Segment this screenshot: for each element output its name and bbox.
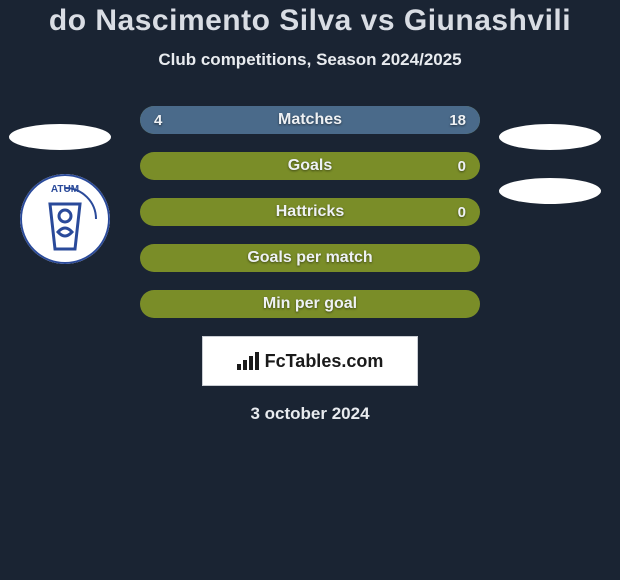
club2-oval: [499, 178, 601, 204]
stat-label: Matches: [140, 106, 480, 134]
brand-text: FcTables.com: [265, 351, 384, 372]
club1-logo-svg: ATUM: [20, 174, 110, 264]
stat-row: Hattricks0: [140, 198, 480, 226]
stat-row: Min per goal: [140, 290, 480, 318]
stat-row: Goals per match: [140, 244, 480, 272]
club1-logo: ATUM: [20, 174, 110, 264]
stat-value-right: 0: [458, 198, 466, 226]
stat-value-left: 4: [154, 106, 162, 134]
club1-logo-text: ATUM: [51, 184, 79, 195]
brand-box: FcTables.com: [202, 336, 418, 386]
stat-label: Hattricks: [140, 198, 480, 226]
bar-icon-bar: [243, 360, 247, 370]
bar-icon-bar: [255, 352, 259, 370]
date-text: 3 october 2024: [0, 404, 620, 424]
stat-label: Goals: [140, 152, 480, 180]
stat-value-right: 18: [449, 106, 466, 134]
player2-oval: [499, 124, 601, 150]
bar-icon-bar: [249, 356, 253, 370]
page-title: do Nascimento Silva vs Giunashvili: [0, 0, 620, 38]
stat-label: Goals per match: [140, 244, 480, 272]
stat-rows: Matches418Goals0Hattricks0Goals per matc…: [140, 106, 480, 318]
bar-chart-icon: [237, 352, 259, 370]
subtitle: Club competitions, Season 2024/2025: [0, 50, 620, 70]
bar-icon-bar: [237, 364, 241, 370]
stat-label: Min per goal: [140, 290, 480, 318]
stat-row: Matches4 18: [140, 106, 480, 134]
player1-oval: [9, 124, 111, 150]
stat-value-right: 0: [458, 152, 466, 180]
stat-row: Goals0: [140, 152, 480, 180]
